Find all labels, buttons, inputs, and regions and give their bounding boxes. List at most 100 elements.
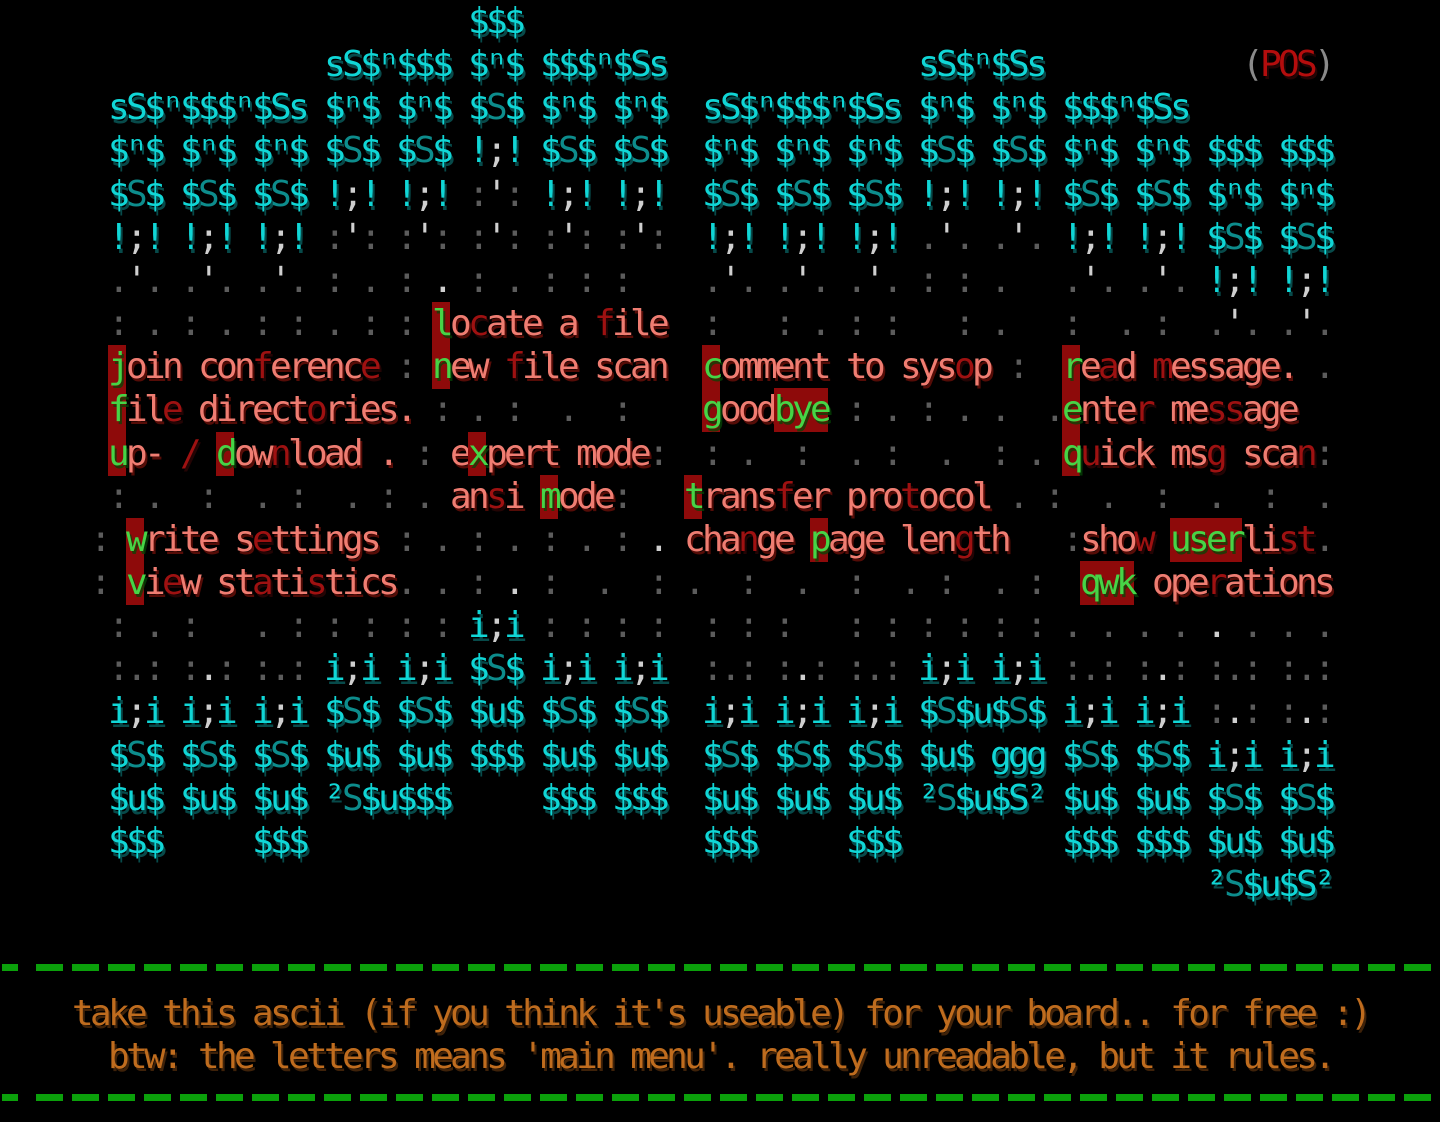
- menu-item-file-directories[interactable]: ries: [324, 389, 400, 430]
- menu-item-read-message[interactable]: m: [1152, 346, 1174, 387]
- menu-item-up-download-hotkey[interactable]: d: [216, 432, 238, 476]
- menu-item-view-statistics[interactable]: tics: [324, 562, 400, 603]
- menu-item-join-conference[interactable]: erenc: [270, 346, 364, 387]
- menu-item-qwk-operations[interactable]: ope: [1152, 562, 1210, 603]
- menu-item-view-statistics[interactable]: ti: [270, 562, 310, 603]
- menu-item-join-conference[interactable]: f: [252, 346, 274, 387]
- menu-item-comment-to-sysop[interactable]: o: [954, 346, 976, 387]
- menu-item-expert-mode[interactable]: e: [450, 433, 472, 474]
- menu-item-file-directories[interactable]: e: [162, 389, 184, 430]
- menu-item-up-download[interactable]: p-: [126, 433, 181, 474]
- menu-item-new-file-scan[interactable]: ile scan: [522, 346, 670, 387]
- menu-item-locate-a-file[interactable]: f: [594, 303, 616, 344]
- menu-item-comment-to-sysop[interactable]: p: [972, 346, 994, 387]
- menu-item-file-directories[interactable]: direct: [180, 389, 310, 430]
- menu-item-expert-mode-hotkey[interactable]: x: [468, 432, 490, 476]
- menu-item-comment-to-sysop[interactable]: omment to sys: [720, 346, 958, 387]
- art-glyph: $: [846, 735, 868, 776]
- menu-item-show-userlist[interactable]: sho: [1080, 519, 1138, 560]
- menu-item-expert-mode[interactable]: pert mode: [486, 433, 652, 474]
- menu-item-read-message[interactable]: essage: [1170, 346, 1282, 387]
- menu-item-locate-a-file[interactable]: ile: [612, 303, 670, 344]
- menu-item-quick-msg-scan-hotkey[interactable]: q: [1062, 432, 1084, 476]
- menu-item-file-directories[interactable]: .: [396, 389, 418, 430]
- menu-item-show-userlist[interactable]: w: [1134, 519, 1156, 560]
- menu-item-view-statistics[interactable]: s: [306, 562, 328, 603]
- menu-item-up-download[interactable]: n: [270, 433, 292, 474]
- menu-item-goodbye-hotkey[interactable]: bye: [774, 388, 832, 432]
- menu-item-view-statistics[interactable]: e: [162, 562, 184, 603]
- menu-item-read-message[interactable]: a: [1098, 346, 1120, 387]
- menu-item-transfer-protocol[interactable]: rans: [702, 476, 778, 517]
- menu-item-ansi-mode[interactable]: s: [486, 476, 508, 517]
- menu-item-change-page-length[interactable]: n: [738, 519, 760, 560]
- menu-item-join-conference[interactable]: e: [360, 346, 382, 387]
- menu-item-write-settings[interactable]: rite s: [144, 519, 256, 560]
- menu-item-view-statistics-hotkey[interactable]: v: [126, 561, 148, 605]
- menu-item-comment-to-sysop-hotkey[interactable]: c: [702, 345, 724, 389]
- menu-item-view-statistics[interactable]: w st: [180, 562, 256, 603]
- menu-item-locate-a-file[interactable]: o: [450, 303, 472, 344]
- menu-item-enter-message[interactable]: nte: [1080, 389, 1138, 430]
- menu-item-new-file-scan-hotkey[interactable]: n: [432, 345, 454, 389]
- menu-item-file-directories-hotkey[interactable]: f: [108, 388, 130, 432]
- art-glyph: $: [324, 130, 346, 171]
- menu-item-write-settings[interactable]: e: [252, 519, 274, 560]
- menu-item-qwk-operations[interactable]: ations: [1224, 562, 1336, 603]
- menu-item-enter-message[interactable]: me: [1152, 389, 1210, 430]
- menu-item-locate-a-file[interactable]: ate a: [486, 303, 595, 344]
- menu-item-enter-message[interactable]: r: [1134, 389, 1156, 430]
- menu-item-change-page-length-hotkey[interactable]: p: [810, 518, 832, 562]
- menu-item-join-conference-hotkey[interactable]: j: [108, 345, 130, 389]
- menu-item-enter-message-hotkey[interactable]: e: [1062, 388, 1084, 432]
- menu-item-write-settings[interactable]: ttings: [270, 519, 382, 560]
- menu-item-transfer-protocol-hotkey[interactable]: t: [684, 475, 706, 519]
- menu-item-quick-msg-scan[interactable]: ick ms: [1098, 433, 1210, 474]
- menu-item-change-page-length[interactable]: th: [972, 519, 1012, 560]
- menu-item-transfer-protocol[interactable]: f: [774, 476, 796, 517]
- menu-item-goodbye-hotkey[interactable]: g: [702, 388, 724, 432]
- menu-item-view-statistics[interactable]: i: [144, 562, 166, 603]
- menu-item-show-userlist[interactable]: st: [1278, 519, 1318, 560]
- menu-item-up-download-hotkey[interactable]: u: [108, 432, 130, 476]
- menu-item-show-userlist-hotkey[interactable]: user: [1170, 518, 1246, 562]
- menu-item-join-conference[interactable]: oin con: [126, 346, 256, 387]
- menu-item-change-page-length[interactable]: ge: [756, 519, 811, 560]
- menu-item-up-download[interactable]: /: [180, 433, 202, 474]
- menu-item-locate-a-file-hotkey[interactable]: l: [432, 302, 454, 346]
- menu-item-up-download[interactable]: load: [288, 433, 364, 474]
- menu-item-file-directories[interactable]: o: [306, 389, 328, 430]
- menu-item-quick-msg-scan[interactable]: sca: [1224, 433, 1300, 474]
- menu-item-ansi-mode[interactable]: i: [504, 476, 541, 517]
- menu-item-qwk-operations[interactable]: r: [1206, 562, 1228, 603]
- menu-item-transfer-protocol[interactable]: ocol: [918, 476, 994, 517]
- menu-item-new-file-scan[interactable]: ew: [450, 346, 505, 387]
- menu-item-change-page-length[interactable]: age len: [828, 519, 958, 560]
- menu-item-up-download[interactable]: .: [378, 433, 400, 474]
- menu-item-quick-msg-scan[interactable]: g: [1206, 433, 1228, 474]
- menu-item-enter-message[interactable]: age: [1242, 389, 1300, 430]
- menu-item-enter-message[interactable]: ss: [1206, 389, 1246, 430]
- menu-item-view-statistics[interactable]: a: [252, 562, 274, 603]
- menu-item-write-settings-hotkey[interactable]: w: [126, 518, 148, 562]
- menu-item-ansi-mode[interactable]: ode: [558, 476, 616, 517]
- menu-item-quick-msg-scan[interactable]: u: [1080, 433, 1102, 474]
- menu-item-up-download[interactable]: ow: [234, 433, 274, 474]
- menu-item-show-userlist[interactable]: li: [1242, 519, 1282, 560]
- menu-item-new-file-scan[interactable]: f: [504, 346, 526, 387]
- menu-item-change-page-length[interactable]: cha: [684, 519, 742, 560]
- menu-item-read-message[interactable]: e: [1080, 346, 1102, 387]
- menu-item-transfer-protocol[interactable]: t: [900, 476, 922, 517]
- menu-item-read-message[interactable]: .: [1278, 346, 1300, 387]
- menu-item-locate-a-file[interactable]: c: [468, 303, 490, 344]
- menu-item-change-page-length[interactable]: g: [954, 519, 976, 560]
- menu-item-goodbye[interactable]: ood: [720, 389, 778, 430]
- menu-item-ansi-mode[interactable]: an: [450, 476, 490, 517]
- menu-item-quick-msg-scan[interactable]: n: [1296, 433, 1318, 474]
- menu-item-ansi-mode-hotkey[interactable]: m: [540, 475, 562, 519]
- menu-item-file-directories[interactable]: il: [126, 389, 166, 430]
- menu-item-qwk-operations-hotkey[interactable]: qwk: [1080, 561, 1138, 605]
- menu-item-read-message[interactable]: d: [1116, 346, 1153, 387]
- menu-item-read-message-hotkey[interactable]: r: [1062, 345, 1084, 389]
- menu-item-transfer-protocol[interactable]: er pro: [792, 476, 904, 517]
